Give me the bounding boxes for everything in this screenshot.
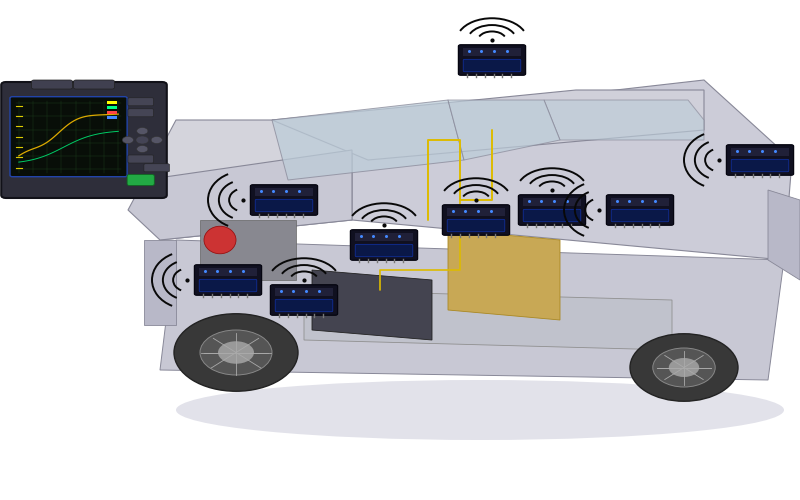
Polygon shape — [448, 100, 560, 160]
Ellipse shape — [137, 128, 148, 134]
Polygon shape — [544, 100, 704, 140]
Polygon shape — [272, 100, 464, 180]
FancyBboxPatch shape — [611, 210, 669, 222]
Bar — [731, 148, 789, 156]
Bar — [107, 100, 117, 104]
FancyBboxPatch shape — [442, 205, 510, 235]
Polygon shape — [272, 90, 704, 160]
FancyBboxPatch shape — [726, 144, 794, 175]
Ellipse shape — [200, 330, 272, 375]
FancyBboxPatch shape — [128, 98, 154, 106]
FancyBboxPatch shape — [275, 300, 333, 312]
Bar — [611, 198, 669, 206]
FancyBboxPatch shape — [463, 60, 521, 72]
FancyBboxPatch shape — [10, 96, 127, 176]
Polygon shape — [144, 240, 176, 325]
FancyBboxPatch shape — [194, 265, 262, 295]
Bar — [463, 48, 521, 56]
Bar — [107, 106, 117, 109]
Polygon shape — [448, 230, 560, 320]
Bar — [255, 188, 313, 196]
Bar — [523, 198, 581, 206]
Bar — [275, 288, 333, 296]
FancyBboxPatch shape — [74, 80, 114, 89]
FancyBboxPatch shape — [128, 155, 154, 163]
Ellipse shape — [136, 136, 149, 144]
FancyBboxPatch shape — [518, 194, 586, 225]
Ellipse shape — [206, 270, 234, 290]
Ellipse shape — [218, 341, 254, 364]
Bar — [107, 110, 117, 114]
FancyBboxPatch shape — [350, 230, 418, 260]
FancyBboxPatch shape — [731, 160, 789, 172]
FancyBboxPatch shape — [31, 80, 72, 89]
Bar — [199, 268, 257, 276]
FancyBboxPatch shape — [127, 174, 154, 186]
Bar — [107, 116, 117, 119]
Ellipse shape — [151, 136, 162, 143]
Ellipse shape — [653, 348, 715, 387]
FancyBboxPatch shape — [144, 164, 170, 172]
Polygon shape — [160, 240, 784, 380]
FancyBboxPatch shape — [270, 285, 338, 316]
FancyBboxPatch shape — [447, 220, 505, 232]
FancyBboxPatch shape — [250, 184, 318, 215]
FancyBboxPatch shape — [355, 244, 413, 257]
Ellipse shape — [137, 146, 148, 152]
Ellipse shape — [630, 334, 738, 401]
FancyBboxPatch shape — [606, 194, 674, 225]
Bar — [447, 208, 505, 216]
Polygon shape — [304, 290, 672, 350]
Ellipse shape — [176, 380, 784, 440]
FancyBboxPatch shape — [128, 109, 154, 117]
Polygon shape — [128, 150, 352, 240]
Ellipse shape — [174, 314, 298, 391]
Polygon shape — [312, 270, 432, 340]
FancyBboxPatch shape — [1, 82, 167, 198]
Ellipse shape — [669, 358, 699, 377]
Ellipse shape — [204, 226, 236, 254]
Polygon shape — [352, 80, 792, 260]
Polygon shape — [144, 120, 352, 240]
FancyBboxPatch shape — [458, 44, 526, 75]
Bar — [355, 233, 413, 241]
FancyBboxPatch shape — [523, 210, 581, 222]
FancyBboxPatch shape — [199, 280, 257, 292]
Polygon shape — [200, 220, 296, 280]
Ellipse shape — [122, 136, 134, 143]
Polygon shape — [768, 190, 800, 280]
FancyBboxPatch shape — [255, 200, 313, 212]
